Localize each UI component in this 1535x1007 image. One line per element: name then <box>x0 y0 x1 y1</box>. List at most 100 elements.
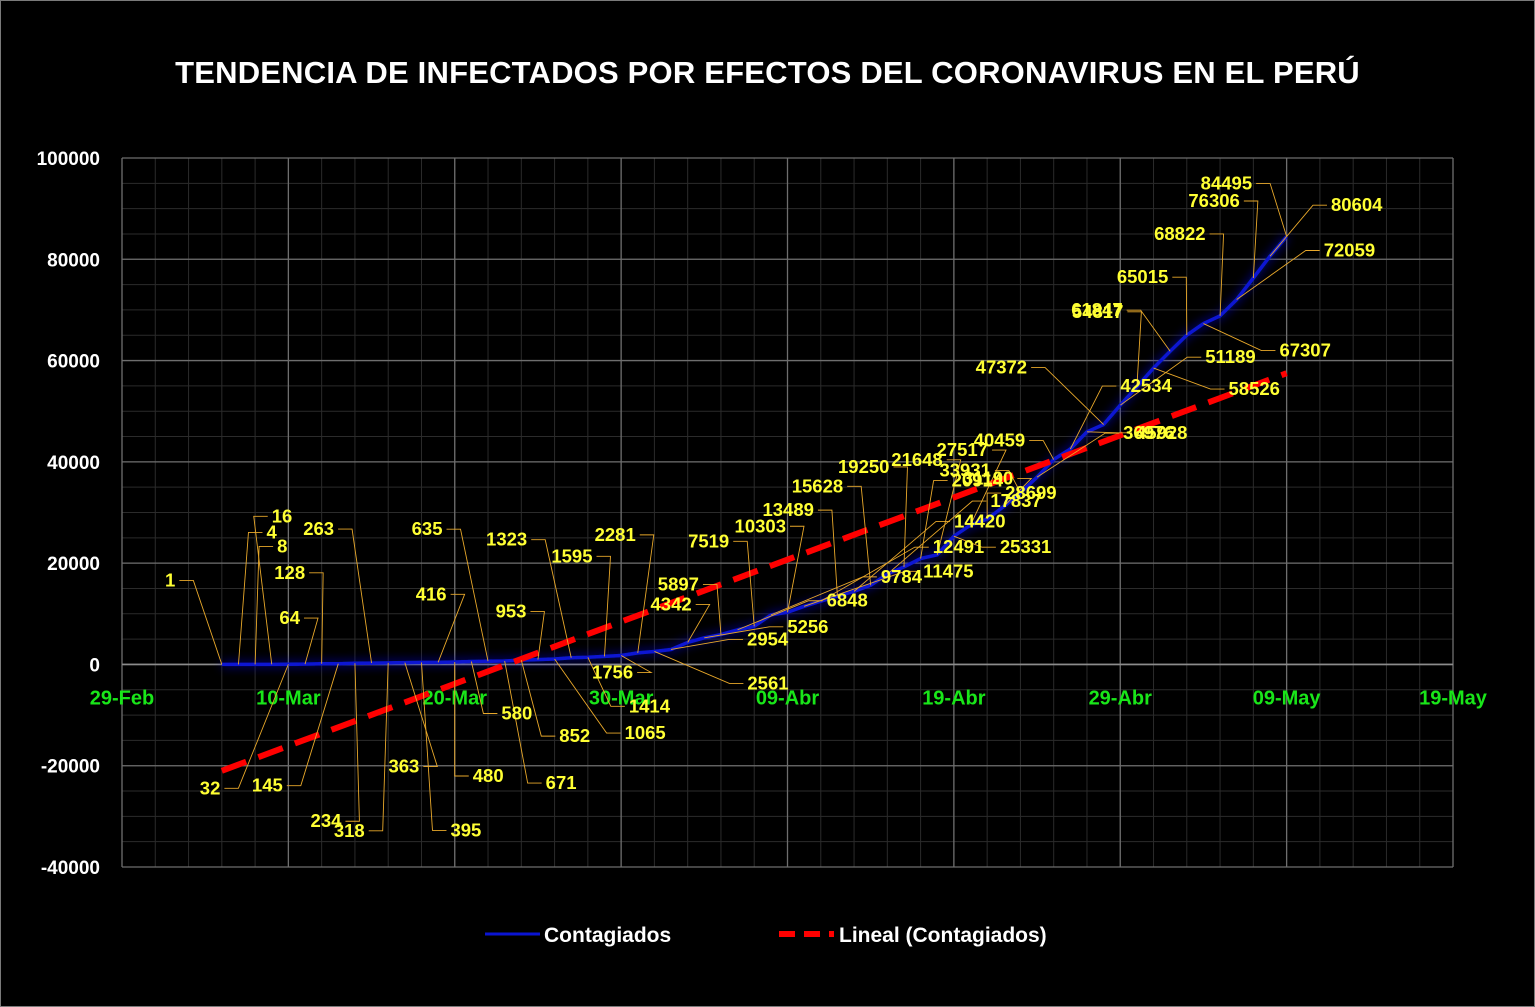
data-label-leader <box>1126 309 1171 352</box>
chart-title: TENDENCIA DE INFECTADOS POR EFECTOS DEL … <box>175 55 1360 90</box>
data-label-leader <box>1153 367 1225 390</box>
data-label: 47372 <box>976 357 1027 378</box>
data-label: 20914 <box>952 470 1004 491</box>
data-label-leader <box>847 485 872 586</box>
data-label-leader <box>1029 440 1055 460</box>
data-label: 58526 <box>1229 378 1280 399</box>
y-tick-label: 40000 <box>47 453 100 474</box>
x-tick-label: 10-Mar <box>256 687 321 709</box>
data-label: 1065 <box>625 722 666 743</box>
y-tick-label: 60000 <box>47 352 100 373</box>
data-label-leader <box>1119 356 1202 406</box>
data-label-leader <box>530 611 545 660</box>
data-label: 635 <box>412 518 443 539</box>
data-label-leader <box>637 534 655 653</box>
data-label-leader <box>702 584 722 635</box>
data-label: 65015 <box>1117 266 1168 287</box>
data-label: 51189 <box>1205 346 1255 367</box>
data-label: 27517 <box>937 439 988 460</box>
data-label: 67307 <box>1279 340 1330 361</box>
data-label-leader <box>421 662 447 831</box>
data-label: 852 <box>559 725 590 746</box>
data-label: 5256 <box>787 616 828 637</box>
x-tick-label: 09-Abr <box>756 687 820 709</box>
data-label-leader <box>620 655 653 673</box>
data-label: 54817 <box>1072 301 1123 322</box>
data-label-leader <box>733 540 755 627</box>
data-label-leader <box>254 545 274 665</box>
data-label: 21648 <box>891 449 942 470</box>
data-label: 1756 <box>592 662 633 683</box>
data-label-leader <box>953 535 996 548</box>
data-label-leader <box>531 539 572 658</box>
data-label-leader <box>446 528 489 662</box>
data-label-leader <box>368 662 389 832</box>
data-label: 2281 <box>595 524 636 545</box>
data-label-leader <box>437 593 466 663</box>
data-label-leader <box>338 528 373 664</box>
data-label-leader <box>1031 367 1104 425</box>
data-label: 2954 <box>747 628 789 649</box>
x-tick-label: 29-Abr <box>1089 687 1153 709</box>
data-label-leader <box>704 626 784 639</box>
data-label: 33931 <box>939 460 990 481</box>
data-label-leader <box>1003 478 1033 507</box>
data-label-leader <box>994 470 1021 493</box>
data-label-leader <box>687 603 711 643</box>
data-label-leader <box>520 659 556 737</box>
y-tick-label: 100000 <box>37 149 100 170</box>
data-label: 953 <box>496 601 527 622</box>
data-label-leader <box>893 466 908 567</box>
data-label: 80604 <box>1331 194 1383 215</box>
data-label-leader <box>1256 183 1288 237</box>
data-label: 580 <box>501 702 532 723</box>
data-label-leader <box>920 480 948 559</box>
data-label: 14420 <box>954 510 1005 531</box>
data-label: 1 <box>165 569 175 590</box>
data-label-leader <box>670 639 744 650</box>
data-label: 72059 <box>1324 240 1375 261</box>
data-label-leader <box>179 579 223 665</box>
x-tick-label: 19-Abr <box>922 687 986 709</box>
y-axis-tick-labels: 100000 80000 60000 40000 20000 0 -20000 -40000 <box>37 149 100 879</box>
data-label: 64 <box>279 607 300 628</box>
data-label: 6848 <box>827 590 868 611</box>
data-label: 15628 <box>792 475 843 496</box>
data-label: 19250 <box>838 456 889 477</box>
data-label: 76306 <box>1188 190 1239 211</box>
data-label: 480 <box>473 765 504 786</box>
data-label-leader <box>654 651 744 684</box>
y-tick-label: 20000 <box>47 554 100 575</box>
data-label-leader <box>253 515 273 665</box>
data-label-leader <box>1209 233 1225 316</box>
data-label-leader <box>554 658 621 734</box>
data-label: 68822 <box>1154 223 1205 244</box>
x-tick-label: 09-May <box>1253 687 1322 709</box>
data-label-leader <box>986 492 1002 520</box>
data-label-leader <box>224 664 289 789</box>
data-label-leader <box>1236 250 1320 300</box>
data-label-leader <box>1172 276 1188 336</box>
data-label-leader <box>1036 432 1120 478</box>
legend: Contagiados Lineal (Contagiados) <box>485 924 1047 947</box>
data-label-leader <box>970 449 1007 526</box>
data-label-leader <box>1086 431 1132 434</box>
data-label: 1323 <box>486 529 527 550</box>
data-label-leader <box>1269 204 1327 257</box>
data-label-leader <box>454 661 469 777</box>
data-label: 45928 <box>1136 422 1187 443</box>
data-label: 13489 <box>762 499 813 520</box>
data-label-leader <box>1203 323 1276 352</box>
data-label: 42534 <box>1120 375 1172 396</box>
data-label: 1414 <box>629 695 671 716</box>
data-label: 11475 <box>923 560 973 581</box>
data-label: 12491 <box>933 536 984 557</box>
data-label: 7519 <box>688 530 729 551</box>
data-label-leader <box>596 555 611 657</box>
data-label-leader <box>286 663 339 787</box>
data-label-leader <box>787 525 805 613</box>
data-label-leader-lines <box>179 183 1327 832</box>
series-line-lineal-trendline <box>220 370 1288 774</box>
data-label: 416 <box>416 583 447 604</box>
